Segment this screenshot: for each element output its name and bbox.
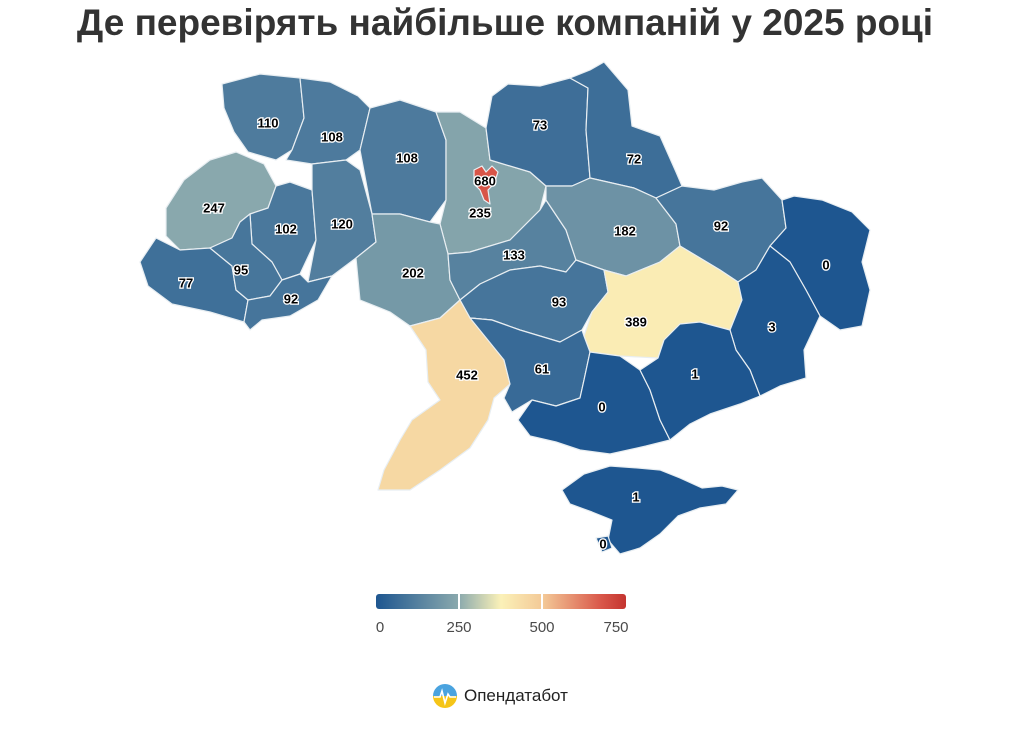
region-label-vinnytsia: 202 — [402, 265, 424, 280]
region-kyiv-city[interactable] — [473, 165, 499, 205]
legend-tick: 0 — [375, 619, 385, 636]
region-label-kyiv-city: 680 — [474, 173, 496, 188]
region-label-sumy: 72 — [627, 151, 641, 166]
region-label-ivano-frankivsk: 95 — [234, 262, 248, 277]
brand-name: Опендатабот — [464, 686, 568, 705]
region-label-chernivtsi: 92 — [284, 291, 298, 306]
region-crimea[interactable] — [561, 465, 739, 555]
region-label-zaporizhzhia: 1 — [691, 366, 698, 381]
legend-gradient-bar — [376, 594, 626, 609]
region-label-poltava: 182 — [614, 223, 636, 238]
region-label-chernihiv: 73 — [533, 117, 547, 132]
region-label-lviv: 247 — [203, 200, 225, 215]
region-ivano-frankivsk[interactable] — [209, 213, 283, 301]
region-label-khmelnytskyi: 120 — [331, 216, 353, 231]
legend-divider — [458, 594, 460, 609]
region-sumy[interactable] — [569, 61, 683, 199]
region-chernivtsi[interactable] — [243, 273, 333, 331]
map-title: Де перевірять найбільше компаній у 2025 … — [76, 2, 934, 43]
region-label-volyn: 110 — [258, 115, 279, 130]
region-zhytomyr[interactable] — [359, 99, 447, 223]
region-label-zakarpattia: 77 — [179, 275, 193, 290]
region-label-kyiv-oblast: 235 — [469, 205, 491, 220]
legend-tick: 750 — [603, 619, 629, 636]
region-label-ternopil: 102 — [275, 221, 297, 236]
brand-footer: Опендатабот — [432, 682, 568, 710]
legend-tick: 500 — [529, 619, 555, 636]
region-label-crimea: 1 — [632, 489, 639, 504]
region-label-kherson: 0 — [598, 399, 605, 414]
region-label-mykolaiv: 61 — [535, 361, 549, 376]
region-label-dnipropetrovsk: 389 — [625, 314, 647, 329]
region-label-donetsk: 3 — [768, 319, 775, 334]
opendatabot-logo-icon — [433, 684, 457, 708]
region-label-rivne: 108 — [321, 129, 343, 144]
region-label-kirovohrad: 93 — [552, 294, 566, 309]
region-volyn[interactable] — [221, 73, 305, 161]
region-label-sevastopol: 0 — [599, 536, 606, 551]
legend-tick: 250 — [446, 619, 472, 636]
region-label-odesa: 452 — [456, 367, 478, 382]
region-label-zhytomyr: 108 — [396, 150, 418, 165]
legend-divider — [541, 594, 543, 609]
region-label-cherkasy: 133 — [503, 247, 525, 262]
region-zaporizhzhia[interactable] — [639, 321, 761, 441]
color-legend: 0 250 500 750 — [375, 594, 629, 639]
region-label-luhansk: 0 — [822, 257, 829, 272]
region-sevastopol[interactable] — [595, 535, 613, 553]
region-label-kharkiv: 92 — [714, 218, 728, 233]
